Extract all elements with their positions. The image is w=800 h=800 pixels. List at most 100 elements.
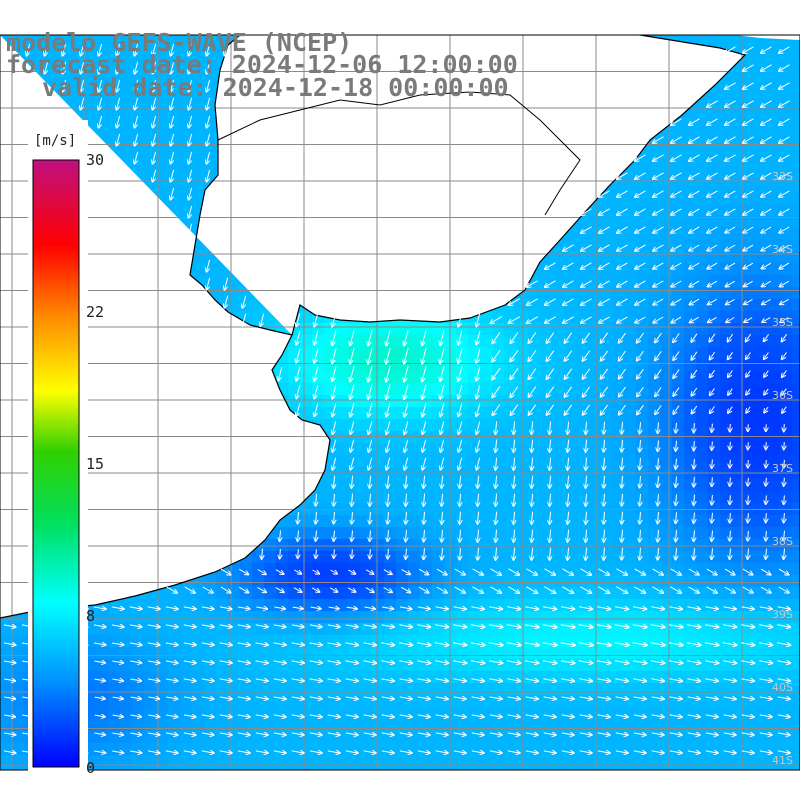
wind-arrow: [459, 475, 460, 489]
wind-arrow: [188, 151, 193, 164]
wind-arrow: [314, 330, 319, 345]
wind-arrow: [458, 312, 463, 327]
wind-arrow: [741, 625, 754, 627]
wind-arrow: [689, 244, 700, 251]
wind-arrow: [334, 530, 335, 542]
wind-arrow: [561, 607, 575, 609]
wind-arrow: [312, 569, 320, 574]
wind-arrow: [332, 384, 337, 399]
wind-arrow: [112, 733, 123, 735]
wind-arrow: [311, 587, 320, 592]
wind-arrow: [561, 751, 574, 753]
wind-arrow: [495, 457, 496, 471]
wind-arrow: [581, 262, 592, 269]
wind-arrow: [458, 439, 463, 452]
wind-arrow: [725, 262, 736, 269]
wind-arrow: [671, 226, 682, 233]
wind-arrow: [728, 388, 733, 396]
wind-arrow: [596, 643, 612, 646]
wind-arrow: [460, 511, 461, 525]
wind-arrow: [596, 661, 611, 663]
wind-arrow: [477, 493, 478, 507]
wind-arrow: [386, 365, 391, 382]
wind-arrow: [510, 386, 519, 398]
wind-arrow: [759, 715, 772, 717]
wind-arrow: [183, 715, 196, 717]
wind-arrow: [62, 61, 67, 74]
wind-arrow: [471, 607, 484, 609]
wind-arrow: [237, 715, 250, 717]
wind-arrow: [404, 365, 409, 382]
wind-arrow: [560, 661, 575, 663]
wind-arrow: [725, 82, 736, 89]
wind-arrow: [748, 495, 749, 505]
wind-arrow: [742, 568, 753, 575]
wind-arrow: [237, 733, 250, 735]
wind-arrow: [722, 643, 737, 645]
wind-speed-field: [0, 35, 800, 770]
wind-arrow: [148, 661, 160, 663]
wind-arrow: [508, 316, 521, 324]
wind-arrow: [543, 715, 557, 717]
wind-arrow: [206, 259, 211, 272]
wind-arrow: [116, 43, 121, 56]
wind-arrow: [689, 208, 700, 215]
wind-arrow: [655, 351, 662, 360]
wind-arrow: [476, 457, 481, 470]
wind-arrow: [381, 643, 394, 645]
wind-arrow: [220, 586, 231, 593]
wind-arrow: [671, 208, 682, 215]
wind-arrow: [676, 494, 677, 505]
wind-arrow: [622, 547, 623, 560]
wind-arrow: [458, 348, 463, 364]
wind-arrow: [604, 457, 605, 470]
wind-arrow: [615, 751, 628, 753]
wind-arrow: [687, 733, 700, 735]
wind-arrow: [604, 529, 605, 543]
wind-arrow: [293, 587, 302, 593]
latitude-label: 36S: [772, 389, 793, 402]
wind-arrow: [544, 316, 556, 323]
wind-arrow: [651, 697, 665, 699]
wind-arrow: [471, 751, 484, 753]
wind-arrow: [440, 439, 445, 453]
wind-arrow: [219, 661, 233, 663]
wind-arrow: [472, 568, 484, 575]
wind-arrow: [417, 643, 431, 645]
wind-arrow: [332, 366, 337, 381]
wind-arrow: [472, 586, 484, 593]
wind-arrow: [488, 643, 503, 646]
wind-arrow: [525, 715, 539, 717]
wind-arrow: [382, 607, 394, 609]
wind-arrow: [743, 100, 754, 107]
wind-arrow: [417, 607, 430, 609]
wind-arrow: [507, 679, 520, 681]
wind-arrow: [148, 679, 160, 681]
wind-arrow: [637, 386, 644, 397]
wind-arrow: [206, 133, 211, 146]
wind-arrow: [725, 100, 736, 107]
wind-arrow: [635, 262, 646, 269]
wind-arrow: [617, 208, 628, 215]
wind-arrow: [578, 625, 593, 628]
wind-arrow: [345, 733, 358, 735]
wind-arrow: [80, 61, 85, 74]
wind-arrow: [581, 208, 592, 215]
wind-arrow: [635, 316, 646, 323]
wind-arrow: [617, 316, 628, 323]
colorbar-tick-8: 8: [86, 607, 96, 625]
wind-arrow: [635, 244, 646, 251]
wind-arrow: [543, 607, 557, 609]
wind-arrow: [129, 625, 142, 627]
wind-arrow: [723, 715, 737, 717]
wind-arrow: [673, 405, 680, 415]
map-frame: [0, 34, 800, 771]
wind-arrow: [549, 421, 550, 435]
wind-arrow: [614, 643, 630, 646]
wind-arrow: [404, 330, 409, 346]
wind-arrow: [507, 733, 520, 735]
wind-arrow: [640, 422, 641, 434]
wind-arrow: [600, 368, 609, 379]
wind-arrow: [635, 190, 646, 197]
wind-arrow: [653, 190, 664, 197]
